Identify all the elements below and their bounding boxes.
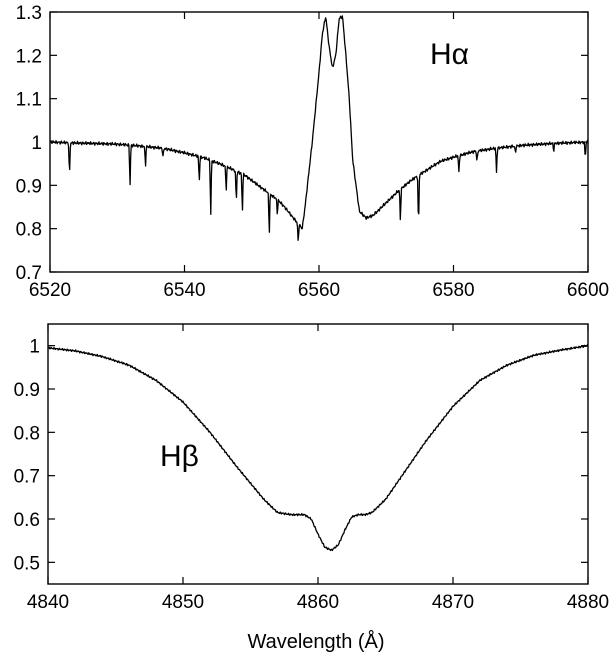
x-tick-label: 4840 — [27, 592, 69, 613]
x-tick-label: 4870 — [432, 592, 474, 613]
y-tick-label: 0.5 — [14, 553, 40, 574]
halpha-panel: 6520 6540 6560 6580 6600 0.7 0.8 0.9 1 1.1 1.2 1.3 H… — [16, 3, 610, 301]
x-tick-label: 6560 — [298, 280, 340, 301]
x-axis-title: Wavelength (Å) — [247, 630, 384, 653]
plot-frame — [47, 323, 589, 585]
hbeta-spectrum-line — [47, 344, 589, 552]
y-tick-label: 0.9 — [16, 176, 42, 197]
halpha-spectrum-line — [49, 15, 589, 241]
y-tick-label: 1.2 — [16, 46, 42, 67]
y-tick-label: 0.8 — [14, 423, 40, 444]
y-tick-label: 0.7 — [16, 263, 42, 284]
y-tick-label: 1.1 — [16, 90, 42, 111]
x-tick-label: 4850 — [162, 592, 204, 613]
x-tick-label: 4860 — [297, 592, 339, 613]
y-tick-label: 1 — [29, 337, 40, 358]
y-tick-label: 0.6 — [14, 510, 40, 531]
y-tick-label: 0.8 — [16, 220, 42, 241]
x-tick-label: 6520 — [29, 280, 71, 301]
x-tick-label: 6600 — [567, 280, 609, 301]
y-tick-label: 1.3 — [16, 3, 42, 24]
y-tick-label: 1 — [31, 133, 42, 154]
y-tick-label: 0.7 — [14, 467, 40, 488]
y-tick-label: 0.9 — [14, 380, 40, 401]
x-tick-label: 6580 — [432, 280, 474, 301]
hbeta-panel: 4840 4850 4860 4870 4880 0.5 0.6 0.7 0.8 0.9 1 Hβ — [14, 323, 609, 613]
panel-label: Hα — [430, 38, 469, 71]
x-tick-label: 6540 — [163, 280, 205, 301]
plot-frame — [49, 11, 589, 273]
panel-label: Hβ — [160, 440, 199, 473]
x-tick-label: 4880 — [567, 592, 609, 613]
